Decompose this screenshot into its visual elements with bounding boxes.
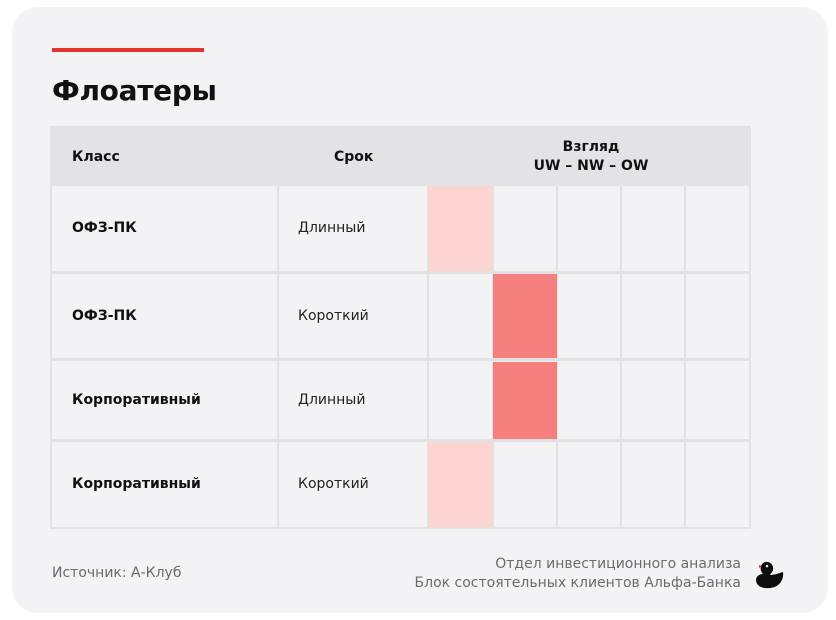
- grid-vline: [620, 186, 622, 527]
- header-view-scale: UW – NW – OW: [533, 158, 649, 174]
- view-table: Класс Срок Взгляд UW – NW – OW ОФЗ-ПК Дли…: [50, 126, 751, 529]
- grid-vline: [684, 186, 686, 527]
- department-line-1: Отдел инвестиционного анализа: [495, 556, 741, 572]
- grid-vline: [556, 186, 558, 527]
- cell-term: Короткий: [298, 475, 369, 492]
- cell-class: Корпоративный: [72, 392, 201, 408]
- grid-hline: [52, 439, 749, 442]
- header-term: Срок: [334, 149, 374, 165]
- view-mark: [428, 186, 492, 272]
- cell-class: Корпоративный: [72, 475, 201, 492]
- department-line-2: Блок состоятельных клиентов Альфа-Банка: [414, 575, 741, 591]
- page-title: Флоатеры: [52, 74, 217, 107]
- header-class: Класс: [72, 149, 120, 165]
- cell-class: ОФЗ-ПК: [72, 307, 137, 324]
- source-note: Источник: А-Клуб: [52, 565, 182, 581]
- duck-logo-icon: [756, 561, 784, 589]
- cell-term: Длинный: [298, 220, 366, 236]
- grid-vline: [427, 186, 429, 527]
- grid-hline: [52, 358, 749, 361]
- cell-term: Короткий: [298, 307, 369, 324]
- department-note: Отдел инвестиционного анализа Блок состо…: [415, 555, 741, 593]
- table-header: Класс Срок Взгляд UW – NW – OW: [52, 128, 749, 186]
- header-view: Взгляд UW – NW – OW: [428, 138, 754, 176]
- grid-vline: [277, 186, 279, 527]
- cell-term: Длинный: [298, 392, 366, 408]
- view-mark: [428, 442, 492, 527]
- header-view-title: Взгляд: [562, 139, 620, 155]
- view-mark: [493, 274, 557, 359]
- view-mark: [493, 362, 557, 440]
- cell-class: ОФЗ-ПК: [72, 220, 137, 236]
- grid-hline: [52, 271, 749, 274]
- accent-line: [52, 48, 204, 52]
